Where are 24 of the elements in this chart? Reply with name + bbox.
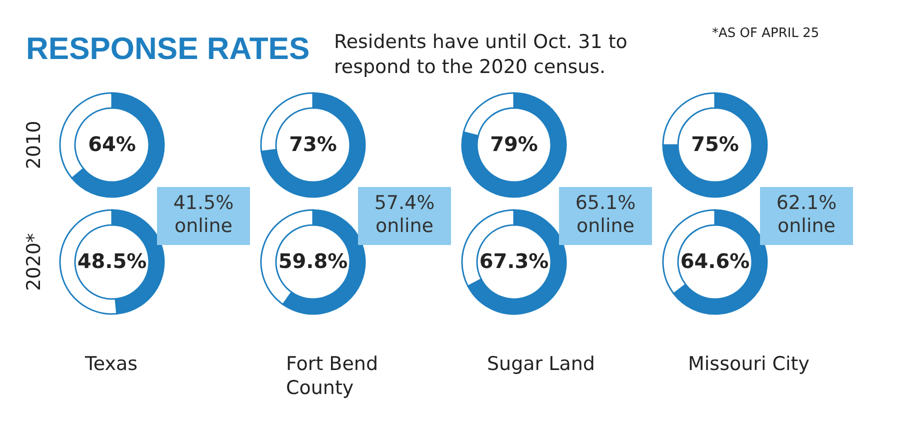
donut-slice	[662, 92, 768, 198]
data-label: 48.5%	[77, 249, 147, 273]
text: Residents have until Oct. 31 to respond to the 2020 census.	[334, 31, 628, 78]
chart-title: RESPONSE RATES	[26, 31, 310, 66]
data-label: 59.8%	[278, 249, 348, 273]
donut-slice	[260, 92, 366, 198]
data-label: 67.3%	[479, 249, 549, 273]
data-label: 73%	[289, 132, 337, 156]
text: 65.1% online	[575, 192, 636, 237]
text: Sugar Land	[487, 353, 595, 375]
text: Fort Bend County	[286, 353, 378, 399]
text: 2020*	[23, 233, 45, 291]
text: 2010	[23, 120, 45, 170]
text: Texas	[84, 353, 138, 375]
text: Missouri City	[688, 353, 810, 375]
text: 62.1% online	[776, 192, 837, 237]
text: 41.5% online	[173, 192, 234, 237]
data-label: 64.6%	[680, 249, 750, 273]
data-label: 79%	[490, 132, 538, 156]
data-label: 75%	[691, 132, 739, 156]
text: *AS OF APRIL 25	[712, 26, 820, 41]
donut-slice	[461, 92, 567, 198]
text: 57.4% online	[374, 192, 435, 237]
data-label: 64%	[88, 132, 136, 156]
